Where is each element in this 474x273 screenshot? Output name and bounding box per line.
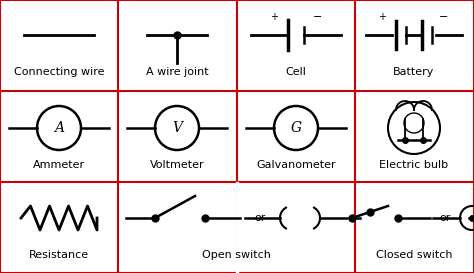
Text: +: + xyxy=(270,12,278,22)
Text: Voltmeter: Voltmeter xyxy=(150,160,204,170)
Text: Open switch: Open switch xyxy=(201,250,271,260)
Text: Electric bulb: Electric bulb xyxy=(380,160,448,170)
Text: G: G xyxy=(291,121,301,135)
Text: −: − xyxy=(313,12,323,22)
Text: Battery: Battery xyxy=(393,67,435,77)
Text: +: + xyxy=(378,12,386,22)
Text: Galvanometer: Galvanometer xyxy=(256,160,336,170)
Text: or: or xyxy=(255,213,266,223)
Text: Closed switch: Closed switch xyxy=(376,250,452,260)
Text: V: V xyxy=(172,121,182,135)
Text: A: A xyxy=(54,121,64,135)
Text: Connecting wire: Connecting wire xyxy=(14,67,104,77)
Text: Resistance: Resistance xyxy=(29,250,89,260)
Text: or: or xyxy=(439,213,451,223)
Text: A wire joint: A wire joint xyxy=(146,67,208,77)
Text: Cell: Cell xyxy=(285,67,306,77)
Text: −: − xyxy=(439,12,449,22)
Text: Ammeter: Ammeter xyxy=(33,160,85,170)
